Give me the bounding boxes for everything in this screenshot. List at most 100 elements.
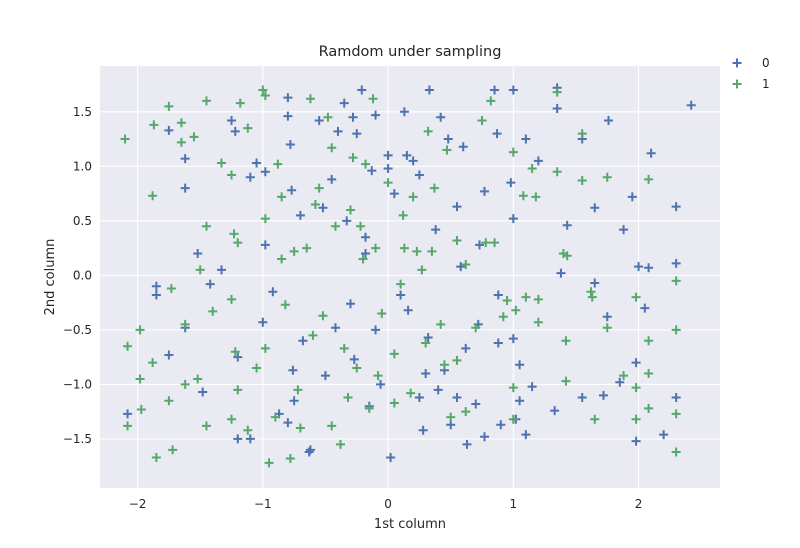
series-0-point	[646, 148, 656, 158]
series-0-point	[330, 323, 340, 333]
series-1-point	[314, 183, 324, 193]
series-0-point	[283, 93, 293, 103]
series-0-point	[346, 299, 356, 309]
x-tick-labels: −2 −1 0 1 2	[129, 497, 643, 511]
series-1-point	[356, 221, 366, 231]
series-0-point	[521, 430, 531, 440]
series-1-point	[233, 238, 243, 248]
series-0-point	[258, 317, 268, 327]
series-1-point	[164, 396, 174, 406]
series-0-point	[521, 134, 531, 144]
series-1-point	[323, 112, 333, 122]
series-1-point	[195, 265, 205, 275]
series-1-point	[229, 229, 239, 239]
series-0-point	[556, 268, 566, 278]
legend-item-1: 1	[732, 77, 770, 91]
series-1-point	[423, 126, 433, 136]
series-0-point	[367, 166, 377, 176]
series-0-point	[305, 445, 315, 455]
series-0-point	[403, 305, 413, 315]
y-tick-label: −1.5	[63, 432, 92, 446]
series-1-point	[383, 178, 393, 188]
series-1-point	[377, 309, 387, 319]
series-0-point	[285, 140, 295, 150]
series-1-point	[327, 143, 337, 153]
series-0-point	[233, 352, 243, 362]
series-1-point	[436, 319, 446, 329]
grid-lines	[100, 66, 720, 488]
series-1-point	[671, 447, 681, 457]
series-1-point	[498, 312, 508, 322]
series-0-point	[252, 158, 262, 168]
series-0-point	[233, 434, 243, 444]
y-tick-label: 0.5	[73, 214, 92, 228]
series-1-point	[427, 246, 437, 256]
series-1-point	[123, 341, 133, 351]
series-1-point	[408, 192, 418, 202]
series-1-point	[552, 87, 562, 97]
series-1-point	[277, 254, 287, 264]
series-0-point	[424, 85, 434, 95]
series-0-point	[443, 134, 453, 144]
series-0-point	[361, 232, 371, 242]
series-0-point	[475, 240, 485, 250]
y-tick-label: −1.0	[63, 377, 92, 391]
series-0-point	[615, 377, 625, 387]
series-1-point	[201, 221, 211, 231]
series-1-point	[439, 360, 449, 370]
series-0-point	[245, 172, 255, 182]
series-1-point	[346, 205, 356, 215]
series-1-point	[561, 336, 571, 346]
plot-area	[100, 66, 720, 488]
series-0-point	[320, 371, 330, 381]
series-0-point	[289, 396, 299, 406]
series-1-point	[149, 120, 159, 130]
series-0-point	[490, 85, 500, 95]
series-0-point	[659, 430, 669, 440]
series-0-point	[421, 369, 431, 379]
series-1-point	[452, 235, 462, 245]
series-1-point	[396, 279, 406, 289]
series-0-point	[619, 225, 629, 235]
series-1-point	[389, 398, 399, 408]
series-1-point	[533, 317, 543, 327]
series-0-point	[193, 249, 203, 259]
series-1-point	[511, 305, 521, 315]
series-1-point	[361, 159, 371, 169]
series-0-point	[508, 334, 518, 344]
series-0-point	[268, 287, 278, 297]
series-1-point	[120, 134, 130, 144]
series-0-point	[376, 379, 386, 389]
series-1-point	[289, 246, 299, 256]
series-1-point	[227, 414, 237, 424]
series-1-point	[243, 123, 253, 133]
series-1-point	[302, 243, 312, 253]
series-0-point	[260, 240, 270, 250]
series-0-point	[550, 406, 560, 416]
series-1-point	[531, 192, 541, 202]
y-tick-label: 1.0	[73, 159, 92, 173]
series-1-point	[295, 423, 305, 433]
series-0-point	[627, 192, 637, 202]
series-0-point	[456, 262, 466, 272]
series-1-point	[348, 153, 358, 163]
series-1-point	[176, 118, 186, 128]
series-1-point	[471, 323, 481, 333]
series-1-point	[216, 158, 226, 168]
series-1-point	[577, 175, 587, 185]
series-0-point	[515, 360, 525, 370]
series-0-point	[216, 265, 226, 275]
series-1-point	[235, 98, 245, 108]
series-1-point	[631, 414, 641, 424]
series-1-point	[364, 403, 374, 413]
series-0-point	[342, 216, 352, 226]
series-0-point	[349, 354, 359, 364]
series-1-point	[270, 412, 280, 422]
series-0-point	[151, 290, 161, 300]
x-tick-label: −2	[129, 497, 147, 511]
series-0-point	[151, 281, 161, 291]
series-0-point	[552, 104, 562, 114]
series-1-point	[293, 385, 303, 395]
series-0-point	[123, 409, 133, 419]
series-0-point	[508, 214, 518, 224]
